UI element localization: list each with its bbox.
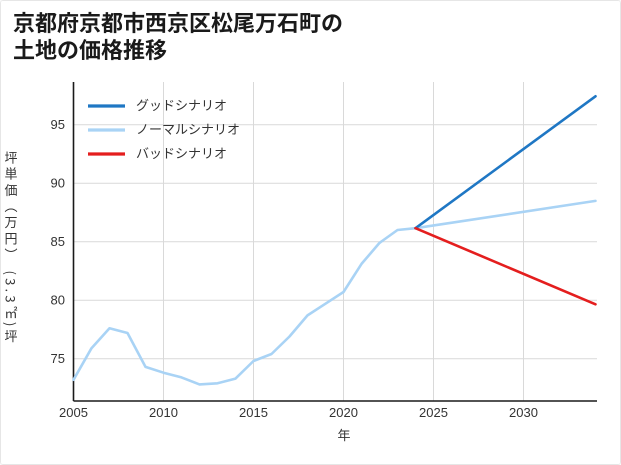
svg-text:バッドシナリオ: バッドシナリオ — [136, 143, 227, 162]
svg-text:2010: 2010 — [149, 405, 178, 420]
svg-text:80: 80 — [51, 293, 65, 308]
svg-text:95: 95 — [51, 117, 65, 132]
svg-text:ノーマルシナリオ: ノーマルシナリオ — [136, 119, 240, 138]
svg-text:2030: 2030 — [509, 405, 538, 420]
svg-text:85: 85 — [51, 234, 65, 249]
svg-text:年: 年 — [337, 425, 350, 444]
svg-text:2025: 2025 — [419, 405, 448, 420]
svg-text:グッドシナリオ: グッドシナリオ — [136, 95, 227, 114]
svg-text:2015: 2015 — [239, 405, 268, 420]
svg-text:2020: 2020 — [329, 405, 358, 420]
svg-text:90: 90 — [51, 176, 65, 191]
svg-text:75: 75 — [51, 351, 65, 366]
svg-text:2005: 2005 — [59, 405, 88, 420]
